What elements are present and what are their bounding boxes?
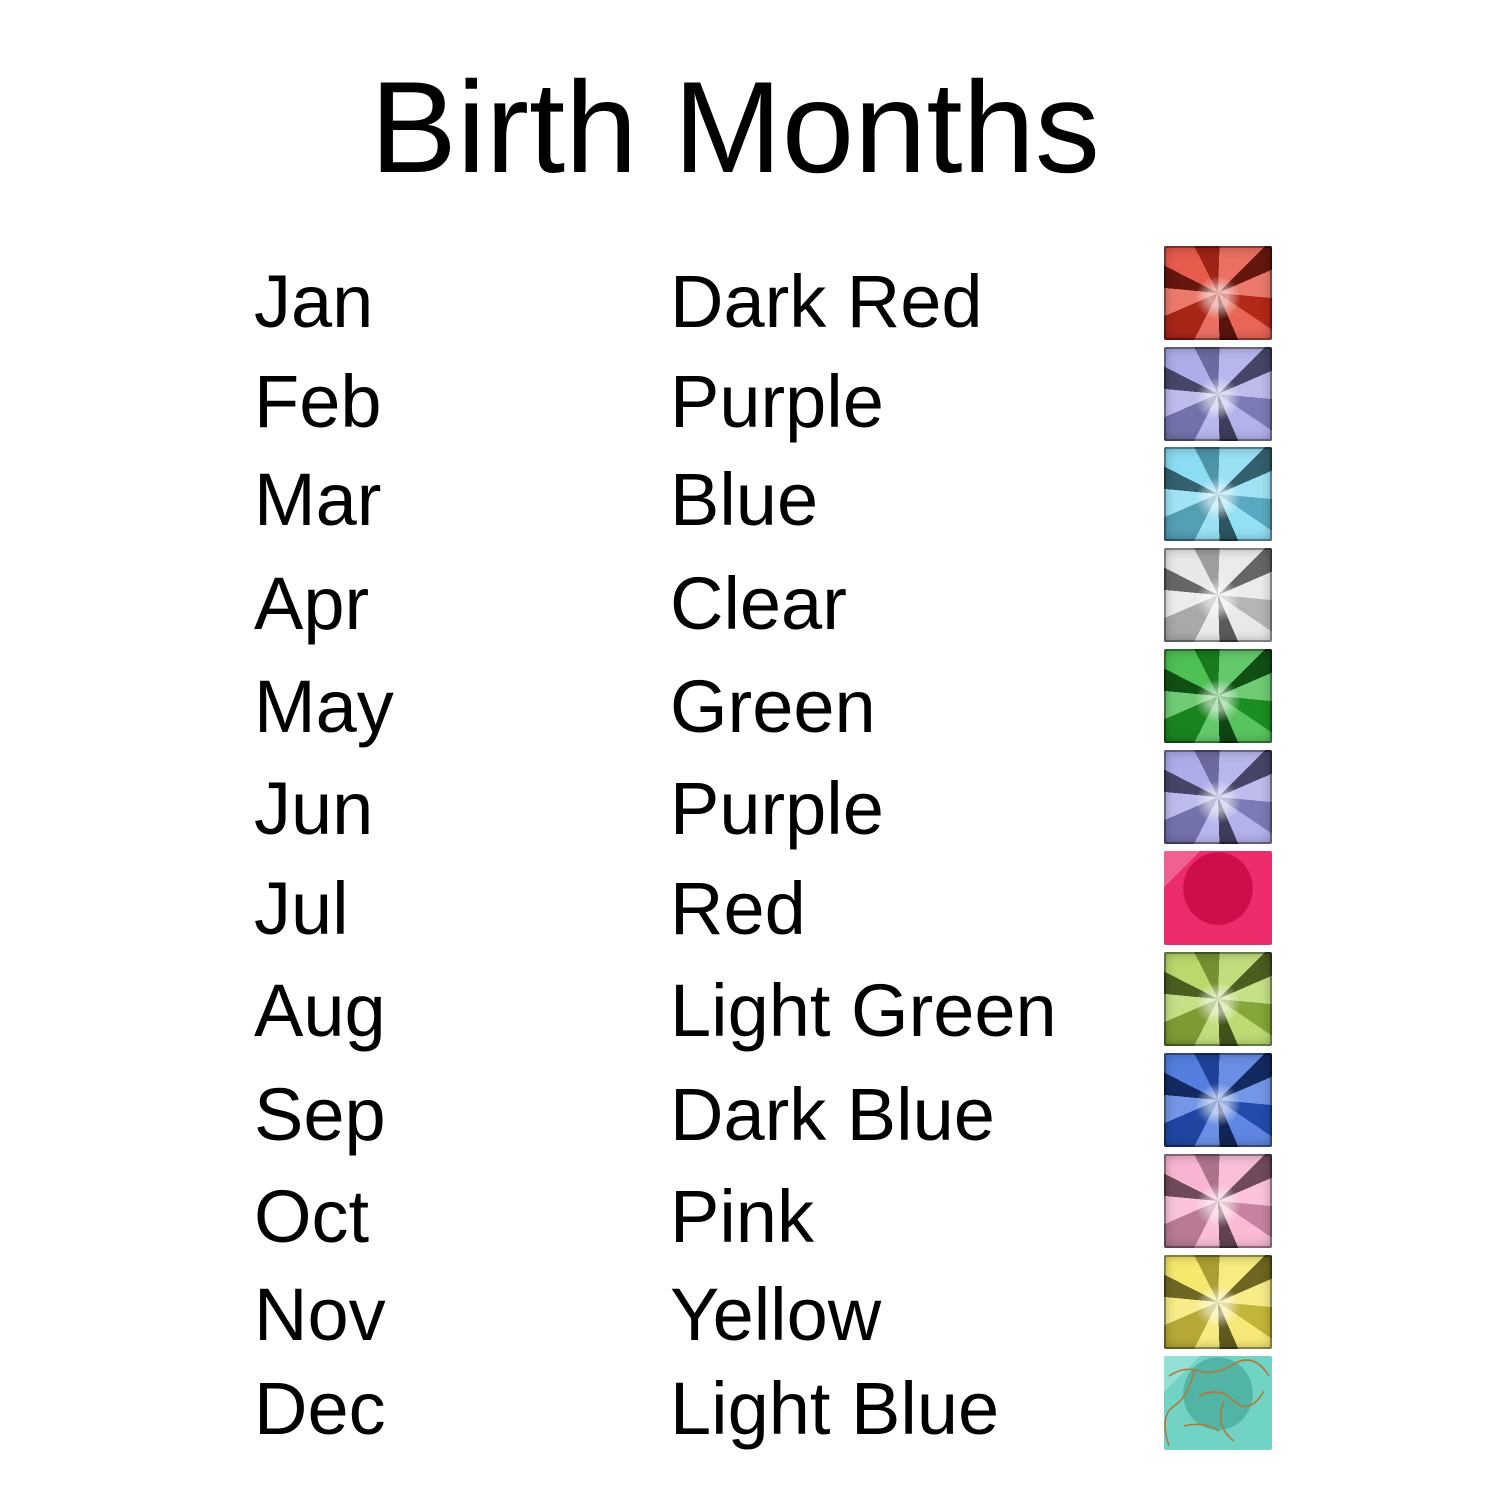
color-label: Dark Blue <box>670 1073 995 1156</box>
color-label: Red <box>670 867 806 950</box>
color-label: Purple <box>670 767 884 850</box>
color-label: Pink <box>670 1175 814 1258</box>
gemstone-swatch <box>1164 851 1272 945</box>
color-label: Dark Red <box>670 260 983 343</box>
month-label: Apr <box>254 562 370 645</box>
month-label: Mar <box>254 458 382 541</box>
month-label: Dec <box>254 1367 386 1450</box>
color-label: Blue <box>670 458 819 541</box>
gemstone-swatch <box>1164 750 1272 844</box>
page-title: Birth Months <box>370 54 1100 200</box>
gemstone-swatch <box>1164 246 1272 340</box>
gemstone-swatch <box>1164 952 1272 1046</box>
color-label: Light Green <box>670 969 1057 1052</box>
gemstone-swatch <box>1164 548 1272 642</box>
month-label: Jun <box>254 767 374 850</box>
color-label: Clear <box>670 562 847 645</box>
color-label: Green <box>670 665 876 748</box>
color-label: Light Blue <box>670 1367 1000 1450</box>
month-label: Aug <box>254 969 386 1052</box>
month-label: Sep <box>254 1073 386 1156</box>
month-label: Oct <box>254 1175 370 1258</box>
gemstone-swatch <box>1164 1154 1272 1248</box>
month-label: Jul <box>254 867 349 950</box>
gemstone-swatch <box>1164 1255 1272 1349</box>
month-label: Feb <box>254 360 382 443</box>
color-label: Purple <box>670 360 884 443</box>
turquoise-swatch <box>1164 1356 1272 1450</box>
month-label: Jan <box>254 260 374 343</box>
gemstone-swatch <box>1164 447 1272 541</box>
gemstone-swatch <box>1164 649 1272 743</box>
gemstone-swatch <box>1164 347 1272 441</box>
month-label: May <box>254 665 394 748</box>
color-label: Yellow <box>670 1273 882 1356</box>
month-label: Nov <box>254 1273 386 1356</box>
gemstone-swatch <box>1164 1053 1272 1147</box>
